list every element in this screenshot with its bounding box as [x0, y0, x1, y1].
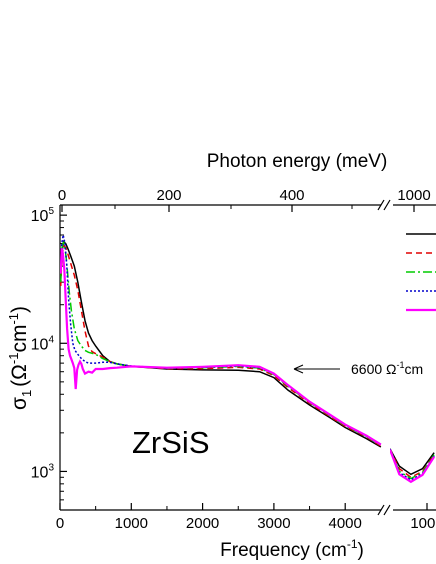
series-line-right-5	[390, 449, 436, 484]
break-mark-top-1	[377, 199, 385, 211]
y-axis-label-sub: 1	[19, 390, 34, 397]
axis-ticks: 0100020003000400010000200400100010510410…	[31, 187, 436, 532]
x2-tick-label: 1000	[397, 187, 430, 204]
axis-break-marks	[377, 199, 391, 516]
y-tick-label: 105	[31, 206, 55, 225]
y-tick-exp: 5	[48, 206, 54, 217]
x2-tick-label: 400	[279, 187, 304, 204]
y-axis-label-end: )	[8, 306, 31, 313]
x-tick-label: 1000	[115, 515, 148, 532]
series-right-panel	[390, 448, 436, 484]
break-mark-bottom-2	[383, 504, 391, 516]
y-tick-label: 104	[31, 334, 55, 353]
x-axis-label-main: Frequency (cm	[220, 540, 347, 561]
break-mark-top-2	[383, 199, 391, 211]
series-line-5	[60, 248, 382, 446]
series-line-3	[60, 241, 382, 446]
plot-frame	[59, 204, 436, 511]
series-line-1	[60, 240, 382, 448]
y-axis-label: σ1(Ω-1cm-1)	[6, 306, 34, 410]
x-axis-label-end: )	[358, 540, 364, 561]
legend	[406, 233, 436, 312]
annotation-arrow-text-main: 6600 Ω	[351, 361, 397, 377]
x-tick-label: 0	[56, 515, 64, 532]
annotation-arrow-text-end: cm	[405, 361, 424, 377]
y-axis-label-units2: cm	[8, 325, 31, 353]
break-mark-bottom-1	[377, 504, 385, 516]
arrow-annotation: 6600 Ω-1cm	[293, 360, 423, 377]
x-tick-label: 1000	[410, 515, 436, 532]
top-axis-label: Photon energy (meV)	[207, 151, 388, 172]
y-axis-label-sup2: -1	[6, 313, 21, 325]
series-left-panel	[60, 234, 382, 448]
annotation-arrow-text: 6600 Ω-1cm	[351, 360, 423, 377]
y-axis-label-sup1: -1	[6, 353, 21, 365]
series-line-2	[60, 243, 382, 447]
x-tick-label: 2000	[186, 515, 219, 532]
x2-tick-label: 200	[156, 187, 181, 204]
y-tick-exp: 3	[48, 462, 54, 473]
y-tick-exp: 4	[48, 334, 54, 345]
annotation-arrowhead	[293, 364, 304, 374]
x-axis-label-sup: -1	[347, 537, 358, 551]
y-tick-base: 10	[31, 464, 49, 481]
annotation-arrow-text-sup: -1	[397, 360, 405, 370]
x-axis-label: Frequency (cm-1)	[220, 537, 364, 561]
series-line-right-2	[390, 448, 435, 479]
series-line-4	[60, 234, 382, 446]
x2-tick-label: 0	[58, 187, 66, 204]
y-tick-base: 10	[31, 336, 49, 353]
sample-annotation: ZrSiS	[132, 425, 210, 460]
y-axis-label-units: (Ω	[8, 364, 31, 387]
x-tick-label: 3000	[257, 515, 290, 532]
y-axis-label-symbol: σ	[8, 397, 31, 410]
x-tick-label: 4000	[329, 515, 362, 532]
y-tick-label: 103	[31, 462, 55, 481]
y-tick-base: 10	[31, 208, 49, 225]
